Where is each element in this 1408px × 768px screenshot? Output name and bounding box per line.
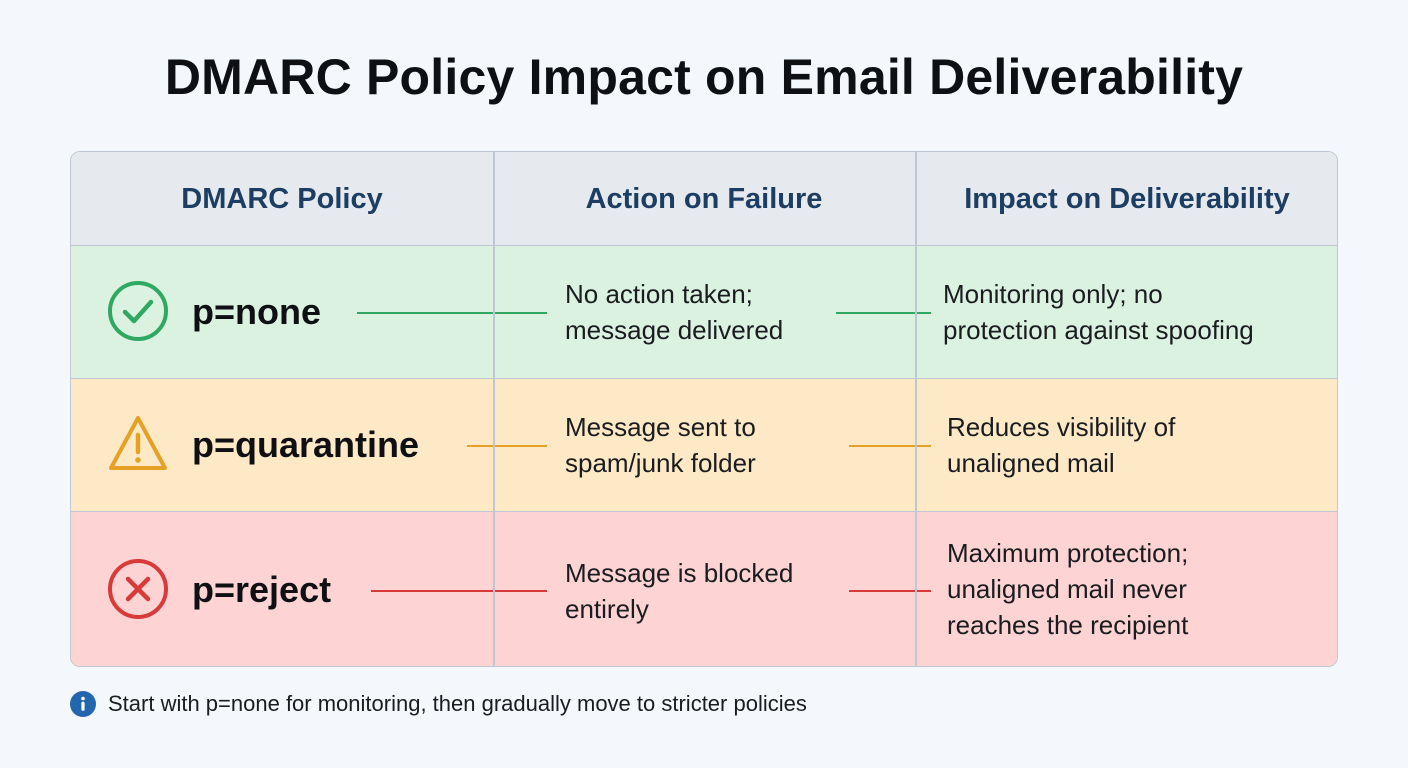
connector-line-quarantine-impact — [849, 445, 931, 447]
dmarc-policy-table: DMARC Policy Action on Failure Impact on… — [70, 151, 1338, 667]
connector-line-reject-impact — [849, 590, 931, 592]
table-row-reject: p=reject Message is blocked entirely Max… — [71, 512, 1337, 666]
x-circle-icon — [108, 559, 168, 619]
info-icon — [70, 691, 96, 717]
column-divider — [915, 152, 917, 666]
column-header-action: Action on Failure — [585, 182, 823, 215]
footnote-text: Start with p=none for monitoring, then g… — [108, 691, 807, 716]
connector-line-none-action — [357, 312, 547, 314]
connector-line-none-impact — [836, 312, 931, 314]
policy-label-quarantine: p=quarantine — [192, 424, 420, 465]
connector-line-reject-action — [371, 590, 547, 592]
impact-cell-reject: Maximum protection; unaligned mail never… — [947, 538, 1189, 640]
table-row-quarantine: p=quarantine Message sent to spam/junk f… — [71, 379, 1337, 512]
column-divider — [493, 152, 495, 666]
impact-cell-none: Monitoring only; no protection against s… — [943, 279, 1254, 345]
action-cell-quarantine: Message sent to spam/junk folder — [565, 412, 756, 478]
footnote: Start with p=none for monitoring, then g… — [70, 690, 807, 718]
check-circle-icon — [108, 281, 168, 341]
column-header-policy: DMARC Policy — [181, 182, 383, 215]
impact-cell-quarantine: Reduces visibility of unaligned mail — [947, 412, 1176, 478]
table-row-none: p=none No action taken; message delivere… — [71, 246, 1337, 379]
page-title: DMARC Policy Impact on Email Deliverabil… — [164, 49, 1244, 105]
table-header-row: DMARC Policy Action on Failure Impact on… — [71, 152, 1337, 246]
action-cell-none: No action taken; message delivered — [565, 279, 784, 345]
warning-triangle-icon — [109, 416, 167, 470]
column-header-impact: Impact on Deliverability — [964, 182, 1290, 215]
connector-line-quarantine-action — [467, 445, 547, 447]
policy-label-none: p=none — [192, 291, 322, 332]
action-cell-reject: Message is blocked entirely — [565, 558, 794, 624]
policy-label-reject: p=reject — [192, 569, 332, 610]
